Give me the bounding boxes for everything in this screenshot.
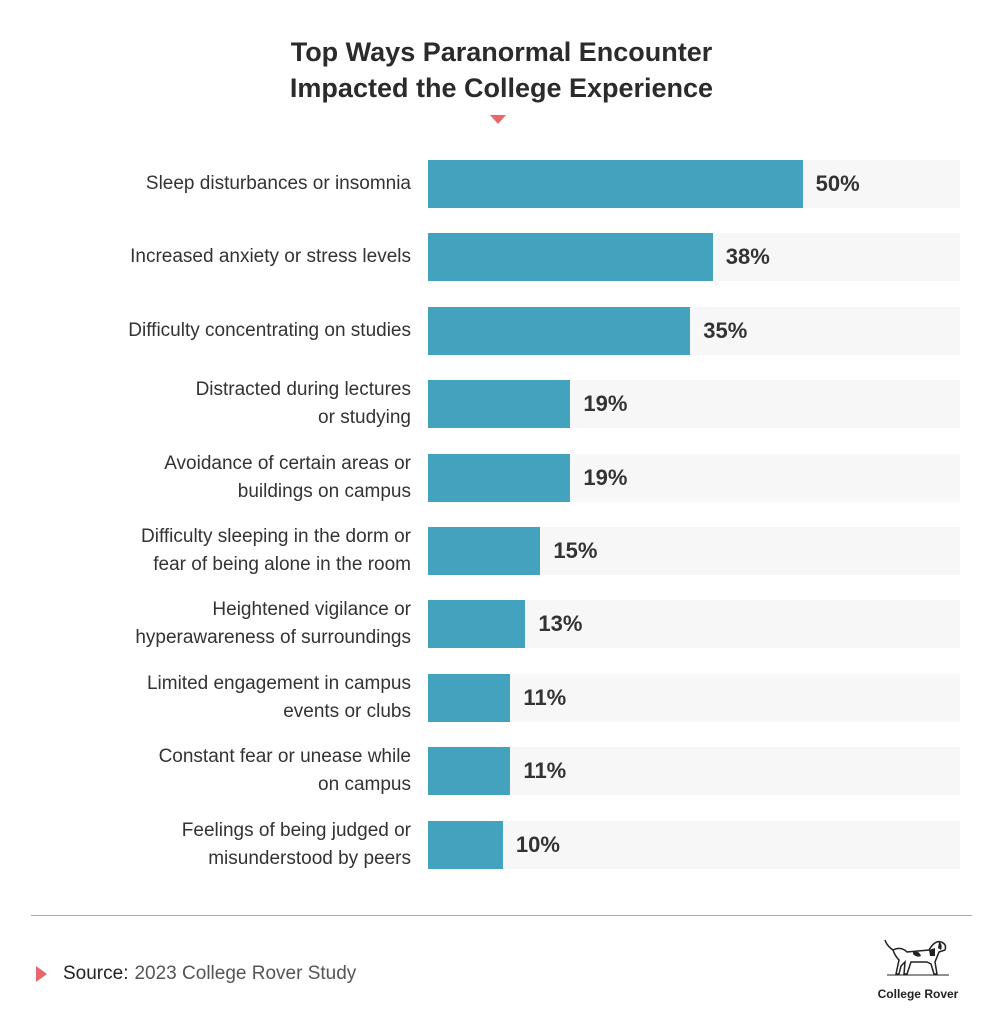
value-label: 11% (523, 685, 567, 710)
source-text: 2023 College Rover Study (134, 963, 357, 984)
value-label: 35% (703, 318, 748, 343)
category-label: Difficulty concentrating on studies (128, 320, 411, 341)
value-label: 50% (815, 171, 860, 196)
title-marker-triangle-icon (490, 115, 506, 124)
bar (428, 600, 526, 648)
dog-logo-icon (884, 939, 949, 976)
value-label: 13% (538, 611, 583, 636)
value-label: 15% (553, 538, 598, 563)
value-label: 19% (583, 391, 628, 416)
value-label: 10% (515, 832, 560, 857)
triangle-bullet-icon (36, 966, 47, 982)
category-label: Feelings of being judged or misunderstoo… (181, 820, 411, 869)
bar-track (428, 821, 960, 869)
bar (428, 454, 571, 502)
bar (428, 307, 691, 355)
bar (428, 380, 571, 428)
category-label: Heightened vigilance or hyperawareness o… (135, 599, 411, 648)
logo-text: College Rover (877, 987, 959, 1001)
category-label: Avoidance of certain areas or buildings … (164, 453, 411, 502)
bar (428, 233, 713, 281)
value-label: 19% (583, 465, 628, 490)
value-label: 38% (725, 244, 770, 269)
category-label: Distracted during lectures or studying (195, 379, 411, 428)
value-label: 11% (523, 758, 567, 783)
college-rover-logo: College Rover (868, 936, 968, 1001)
category-label: Sleep disturbances or insomnia (145, 173, 411, 194)
bar-track (428, 674, 960, 722)
bar (428, 747, 511, 795)
bar-track (428, 747, 960, 795)
divider (31, 915, 972, 916)
source-note: Source: 2023 College Rover Study (36, 963, 356, 985)
bar (428, 160, 803, 208)
category-label: Increased anxiety or stress levels (130, 246, 411, 267)
category-label: Constant fear or unease while on campus (158, 746, 411, 795)
chart-title: Top Ways Paranormal Encounter Impacted t… (289, 37, 714, 103)
bar (428, 821, 503, 869)
bar (428, 674, 511, 722)
source-label: Source: (63, 963, 129, 984)
bar (428, 527, 541, 575)
category-label: Limited engagement in campus events or c… (146, 673, 411, 722)
category-label: Difficulty sleeping in the dorm or fear … (141, 526, 411, 575)
